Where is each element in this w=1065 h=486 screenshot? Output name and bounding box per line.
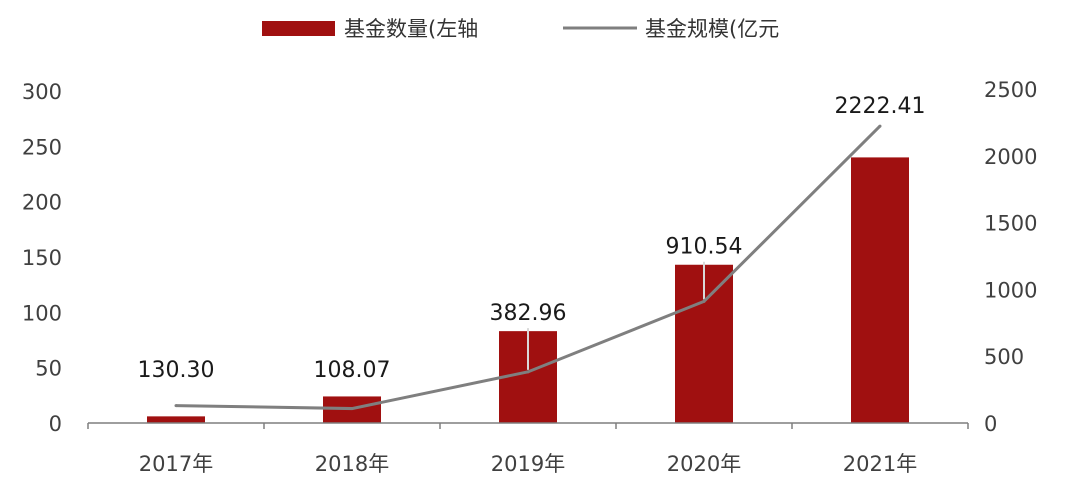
bar — [147, 416, 205, 423]
legend-bar-swatch — [262, 21, 335, 36]
line-point — [174, 404, 178, 408]
left-axis-tick-label: 50 — [35, 357, 62, 381]
line-point — [702, 299, 706, 303]
left-axis-tick-label: 0 — [49, 412, 62, 436]
data-label: 382.96 — [490, 301, 567, 326]
left-axis-tick-label: 200 — [22, 191, 62, 215]
x-axis: 2017年 2018年 2019年 2020年 2021年 — [87, 422, 969, 476]
data-labels: 130.30 108.07 382.96 910.54 2222.41 — [138, 94, 926, 383]
line-point — [526, 370, 530, 374]
legend-line-label: 基金规模(亿元 — [645, 17, 779, 41]
line-point — [878, 124, 882, 128]
left-y-axis: 0 50 100 150 200 250 300 — [22, 80, 62, 436]
x-axis-tick-label: 2017年 — [139, 452, 213, 476]
data-label: 130.30 — [138, 358, 215, 383]
right-axis-tick-label: 1500 — [984, 212, 1037, 236]
left-axis-tick-label: 300 — [22, 80, 62, 104]
left-axis-tick-label: 150 — [22, 246, 62, 270]
legend-bar-label: 基金数量(左轴 — [344, 17, 478, 41]
label-leader-lines — [527, 261, 705, 370]
x-axis-tick-label: 2020年 — [667, 452, 741, 476]
right-y-axis: 0 500 1000 1500 2000 2500 — [984, 78, 1037, 436]
line-series — [174, 124, 882, 411]
right-axis-tick-label: 0 — [984, 412, 997, 436]
x-axis-tick-label: 2018年 — [315, 452, 389, 476]
bar-series — [147, 157, 909, 423]
data-label: 108.07 — [314, 358, 391, 383]
x-axis-tick-label: 2019年 — [491, 452, 565, 476]
bar — [851, 157, 909, 423]
data-label: 2222.41 — [835, 94, 926, 119]
x-axis-tick-label: 2021年 — [843, 452, 917, 476]
line-point — [350, 407, 354, 411]
left-axis-tick-label: 250 — [22, 135, 62, 159]
right-axis-tick-label: 2000 — [984, 145, 1037, 169]
right-axis-tick-label: 1000 — [984, 278, 1037, 302]
left-axis-tick-label: 100 — [22, 301, 62, 325]
data-label: 910.54 — [666, 235, 743, 260]
legend: 基金数量(左轴 基金规模(亿元 — [262, 17, 779, 41]
right-axis-tick-label: 2500 — [984, 78, 1037, 102]
right-axis-tick-label: 500 — [984, 345, 1024, 369]
